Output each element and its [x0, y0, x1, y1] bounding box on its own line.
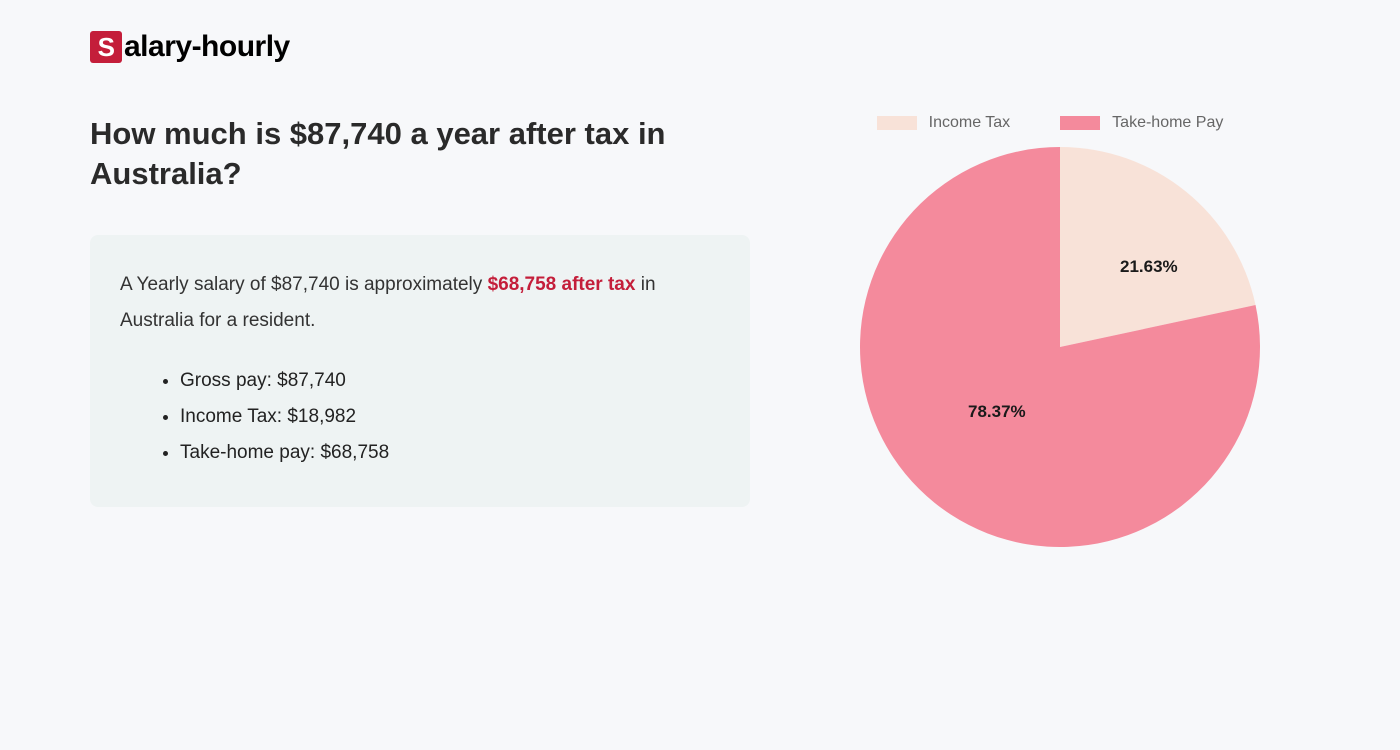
pie-svg	[860, 147, 1260, 547]
logo-badge: S	[90, 31, 122, 63]
summary-highlight: $68,758 after tax	[488, 274, 636, 295]
summary-box: A Yearly salary of $87,740 is approximat…	[90, 235, 750, 507]
pie-chart: 21.63% 78.37%	[860, 147, 1260, 547]
legend-label-income-tax: Income Tax	[929, 114, 1011, 132]
bullet-gross: Gross pay: $87,740	[180, 363, 720, 399]
chart-legend: Income Tax Take-home Pay	[800, 114, 1300, 132]
left-column: How much is $87,740 a year after tax in …	[90, 114, 750, 547]
legend-item-income-tax: Income Tax	[877, 114, 1011, 132]
bullet-tax: Income Tax: $18,982	[180, 399, 720, 435]
summary-prefix: A Yearly salary of $87,740 is approximat…	[120, 274, 488, 295]
logo-text: alary-hourly	[124, 30, 290, 64]
legend-swatch-takehome	[1060, 116, 1100, 130]
bullet-takehome: Take-home pay: $68,758	[180, 435, 720, 471]
main-content: How much is $87,740 a year after tax in …	[90, 114, 1310, 547]
summary-bullets: Gross pay: $87,740 Income Tax: $18,982 T…	[120, 363, 720, 471]
legend-label-takehome: Take-home Pay	[1112, 114, 1223, 132]
pie-label-takehome: 78.37%	[968, 402, 1026, 422]
summary-text: A Yearly salary of $87,740 is approximat…	[120, 267, 720, 339]
legend-swatch-income-tax	[877, 116, 917, 130]
right-column: Income Tax Take-home Pay 21.63% 78.37%	[810, 114, 1310, 547]
page-heading: How much is $87,740 a year after tax in …	[90, 114, 750, 195]
pie-label-income-tax: 21.63%	[1120, 257, 1178, 277]
legend-item-takehome: Take-home Pay	[1060, 114, 1223, 132]
site-logo: Salary-hourly	[90, 30, 1310, 64]
